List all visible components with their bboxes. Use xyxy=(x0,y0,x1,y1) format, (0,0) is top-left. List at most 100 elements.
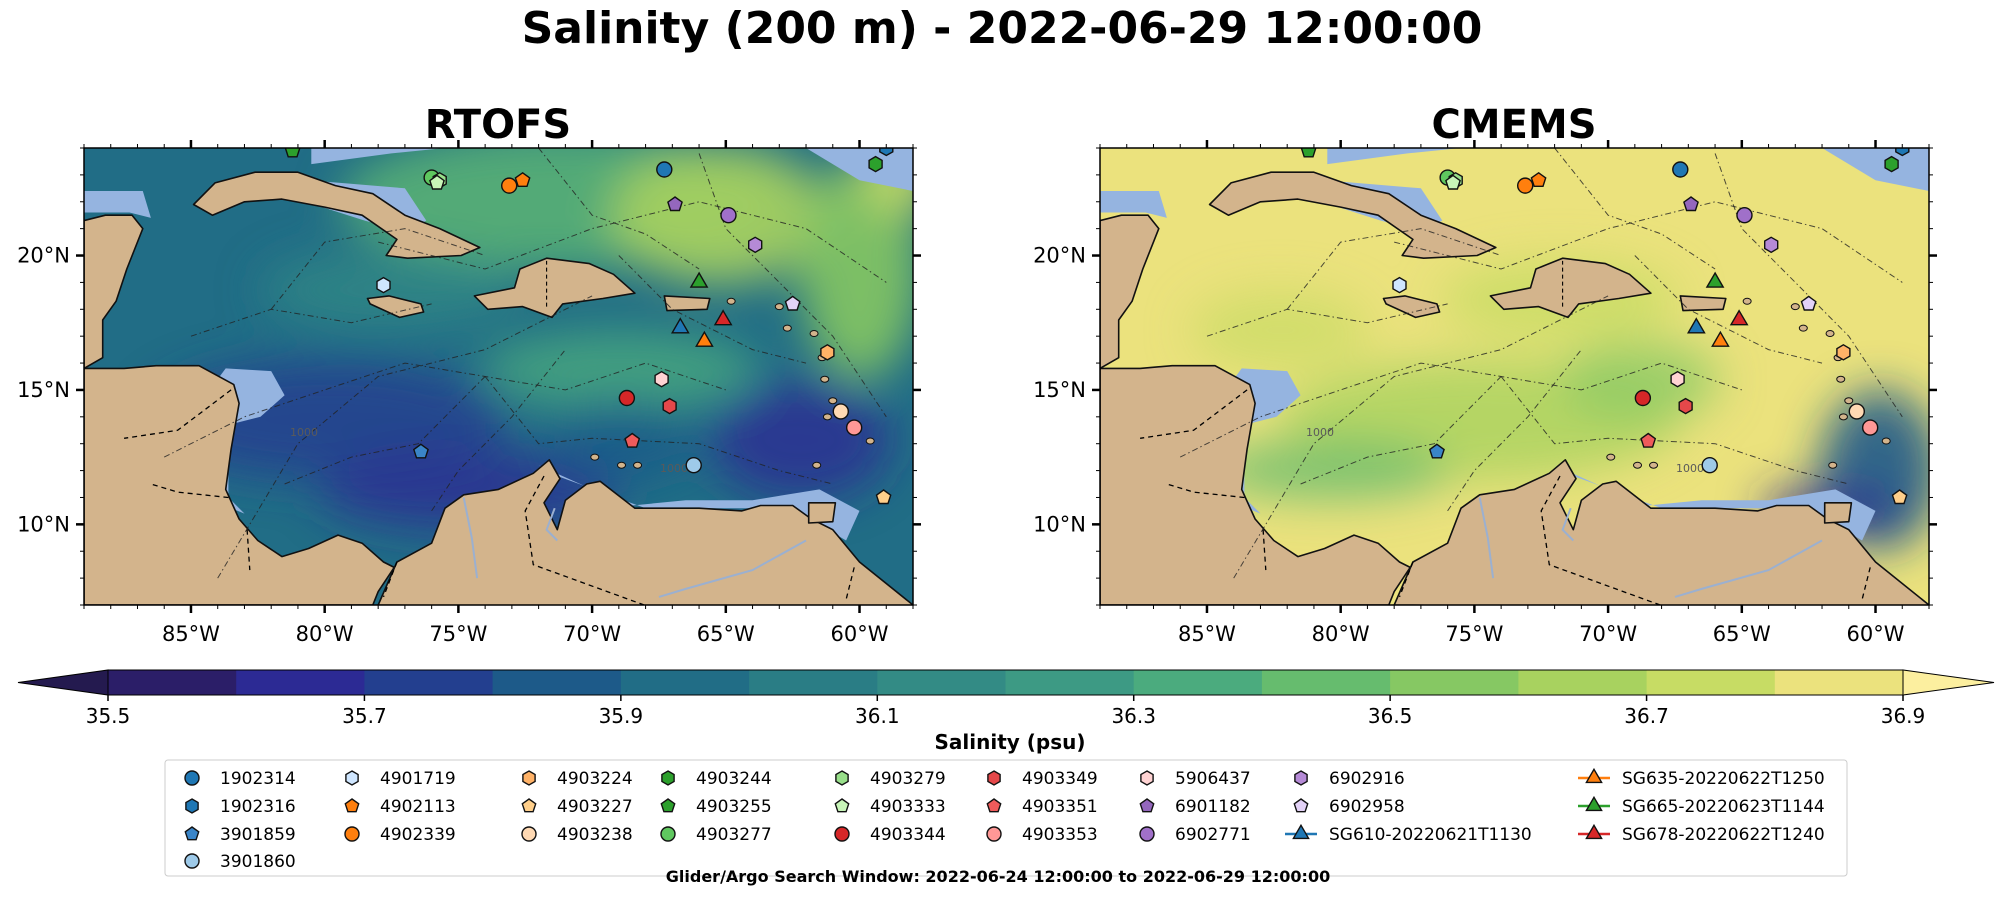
legend-label: SG665-20220623T1144 xyxy=(1622,797,1825,817)
colorbar-segment xyxy=(236,670,365,695)
eez-line xyxy=(484,376,833,485)
lat-tick-label: 20°N xyxy=(17,244,70,268)
land-jamaica xyxy=(1382,295,1441,319)
colorbar-tick-label: 36.5 xyxy=(1368,704,1413,728)
small-island xyxy=(1606,453,1616,461)
float-marker-4903349 xyxy=(1678,397,1693,415)
legend-marker xyxy=(184,853,200,869)
colorbar-segment xyxy=(1518,670,1648,695)
eez-line xyxy=(538,148,700,270)
legend-marker xyxy=(1139,826,1155,842)
float-marker-5906437 xyxy=(1670,370,1685,388)
small-island xyxy=(1790,303,1800,311)
float-marker-4903238 xyxy=(832,403,849,420)
small-island xyxy=(590,453,600,461)
lon-tick-label: 60°W xyxy=(831,622,889,646)
float-marker-1902314 xyxy=(656,161,673,178)
river xyxy=(1478,497,1495,579)
land-trinidad xyxy=(807,501,837,524)
colorbar-tick-label: 36.9 xyxy=(1881,704,1926,728)
eez-line xyxy=(190,303,432,337)
map-panel-rtofs: RTOFS 1000 1000 85°W 80°W 75°W 70°W 65°W 6 xyxy=(17,102,921,646)
float-marker-4903227 xyxy=(1891,489,1908,505)
float-marker-4903349 xyxy=(662,397,677,415)
legend-label: 3901860 xyxy=(220,852,296,872)
float-marker-4901719 xyxy=(1392,276,1407,294)
colorbar-tick-label: 35.9 xyxy=(599,704,644,728)
land-cuba xyxy=(192,171,481,260)
legend-items: 1902314 1902316 3901859 3901860 4901719 49021… xyxy=(184,767,1825,872)
float-marker-1902314 xyxy=(1672,161,1689,178)
land-southAmerica xyxy=(1393,458,1929,605)
eez-line xyxy=(1394,201,1903,283)
eez-line xyxy=(270,228,486,310)
legend-label: 4901719 xyxy=(380,769,456,789)
panel-title-cmems: CMEMS xyxy=(1431,102,1596,148)
legend-box xyxy=(164,759,1848,877)
figure-title: Salinity (200 m) - 2022-06-29 12:00:00 xyxy=(522,3,1483,54)
legend-marker xyxy=(986,798,1002,813)
legend-label: 6902958 xyxy=(1329,797,1405,817)
float-marker-sg610-20220621t1130 xyxy=(1686,317,1706,334)
legend-label: 6902771 xyxy=(1175,825,1251,845)
float-marker-4901719 xyxy=(376,276,391,294)
float-marker-3901859 xyxy=(412,443,429,459)
float-marker-1902316 xyxy=(879,148,894,157)
small-island xyxy=(1838,413,1848,421)
float-marker-6902771 xyxy=(720,207,737,224)
land-southAmerica xyxy=(377,458,913,605)
colorbar-label: Salinity (psu) xyxy=(934,730,1085,754)
small-island xyxy=(726,297,736,305)
land-centralAmerica xyxy=(1100,364,1411,605)
colorbar-segment xyxy=(1261,670,1391,695)
shallow-shelf xyxy=(1327,148,1461,165)
border-line xyxy=(1140,389,1248,439)
colorbar-extend-high xyxy=(1902,669,1995,696)
legend-label: 3901859 xyxy=(220,825,296,845)
eez-line xyxy=(1233,295,1609,579)
eez-line xyxy=(618,255,807,364)
eez-line xyxy=(1179,362,1742,458)
eez-line xyxy=(284,376,486,485)
lon-tick-label: 70°W xyxy=(1579,622,1637,646)
search-window-footer: Glider/Argo Search Window: 2022-06-24 12… xyxy=(666,867,1330,886)
lat-tick-label: 20°N xyxy=(1033,244,1086,268)
border-line xyxy=(1540,475,1663,605)
lat-tick-label: 10°N xyxy=(17,512,70,536)
map-ticks-cmems: 85°W 80°W 75°W 70°W 65°W 60°W 10°N 15°N 20°N xyxy=(1033,140,1937,646)
small-island xyxy=(822,413,832,421)
small-island xyxy=(865,437,875,445)
border-line xyxy=(524,475,647,605)
legend-label: 4903349 xyxy=(1022,769,1098,789)
legend: 1902314 1902316 3901859 3901860 4901719 49021… xyxy=(164,759,1848,877)
lon-tick-label: 75°W xyxy=(1445,622,1503,646)
float-marker-4903353 xyxy=(845,419,863,436)
colorbar-tick-label: 35.7 xyxy=(342,704,387,728)
lon-tick-label: 85°W xyxy=(1178,622,1236,646)
small-island xyxy=(1828,461,1838,469)
land-hispaniola xyxy=(473,257,636,319)
legend-label: 4903279 xyxy=(870,769,946,789)
float-marker-4903333 xyxy=(429,174,445,190)
small-island xyxy=(633,461,643,469)
colorbar: 35.5 35.7 35.9 36.1 36.3 36.5 36.7 36.9 xyxy=(17,669,1995,728)
legend-marker xyxy=(660,826,676,842)
lon-tick-label: 85°W xyxy=(162,622,220,646)
float-marker-6901182 xyxy=(667,196,683,212)
small-island xyxy=(820,375,830,383)
land-yucatan xyxy=(84,214,144,370)
legend-label: 6901182 xyxy=(1175,797,1251,817)
river xyxy=(1561,507,1575,542)
legend-marker xyxy=(345,770,359,786)
small-island xyxy=(1633,461,1643,469)
river xyxy=(545,507,559,542)
legend-label: 1902314 xyxy=(220,769,296,789)
legend-marker xyxy=(660,798,676,813)
legend-label: SG678-20220622T1240 xyxy=(1622,825,1825,845)
landmass-rtofs xyxy=(84,148,913,605)
colorbar-segment xyxy=(1646,670,1776,695)
eez-line xyxy=(1300,376,1502,485)
float-marker-4903353 xyxy=(1861,419,1879,436)
eez-line xyxy=(378,201,887,283)
lat-tick-label: 15°N xyxy=(1033,378,1086,402)
